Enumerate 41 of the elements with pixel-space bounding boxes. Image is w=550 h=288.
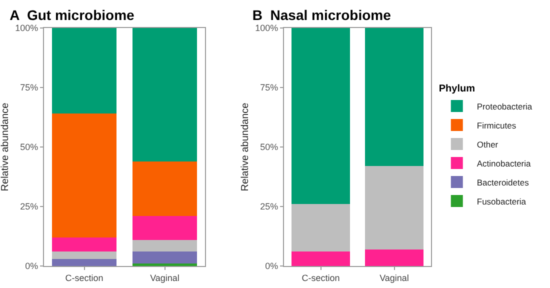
bar bbox=[364, 249, 424, 266]
y-axis-title: Relative abundance bbox=[0, 102, 12, 192]
x-tick-label: C-section bbox=[65, 272, 104, 283]
y-tick-label: 100% bbox=[15, 23, 38, 34]
bar bbox=[132, 216, 197, 240]
y-tick-label: 75% bbox=[260, 82, 278, 93]
bar bbox=[52, 114, 116, 238]
x-tick-label: Vaginal bbox=[380, 272, 409, 283]
bar bbox=[132, 28, 197, 162]
y-tick-label: 25% bbox=[260, 202, 278, 212]
x-tick-label: C-section bbox=[302, 272, 340, 283]
y-axis-title: Relative abundance bbox=[240, 102, 252, 192]
y-tick-label: 25% bbox=[20, 202, 38, 212]
bar bbox=[364, 28, 424, 166]
x-tick-label: Vaginal bbox=[150, 272, 180, 283]
bar bbox=[132, 240, 197, 252]
bar bbox=[52, 252, 116, 259]
legend-label: Actinobacteria bbox=[476, 158, 532, 168]
bar bbox=[364, 166, 424, 250]
legend-label: Fusobacteria bbox=[476, 196, 526, 206]
legend-label: Firmicutes bbox=[476, 120, 516, 130]
chart-title: B Nasal microbiome bbox=[252, 6, 392, 23]
legend-title: Phylum bbox=[438, 84, 476, 94]
bar bbox=[291, 28, 350, 204]
legend-label: Other bbox=[476, 139, 498, 150]
y-tick-label: 0% bbox=[25, 261, 38, 272]
bar bbox=[132, 161, 197, 216]
bar bbox=[52, 237, 116, 252]
legend-label: Proteobacteria bbox=[476, 101, 532, 112]
y-tick-label: 75% bbox=[20, 82, 38, 93]
bar bbox=[132, 252, 197, 264]
bar bbox=[52, 258, 116, 266]
bar bbox=[52, 28, 116, 114]
legend-label: Bacteroidetes bbox=[476, 177, 529, 188]
y-tick-label: 100% bbox=[255, 23, 278, 34]
y-tick-label: 0% bbox=[265, 261, 278, 272]
y-tick-label: 50% bbox=[20, 142, 38, 152]
chart-title: A Gut microbiome bbox=[10, 6, 135, 23]
bar bbox=[291, 252, 350, 266]
y-tick-label: 50% bbox=[260, 142, 278, 152]
bar bbox=[291, 204, 350, 252]
